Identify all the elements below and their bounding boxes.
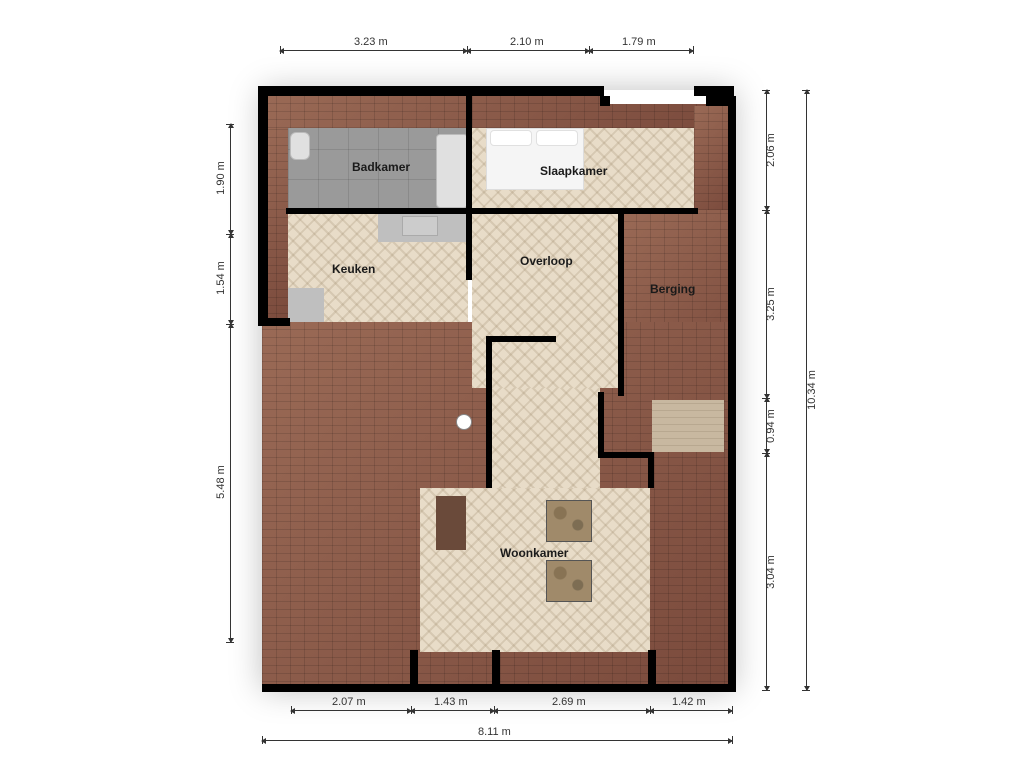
dim-top-1: [280, 50, 467, 51]
label-slaapkamer: Slaapkamer: [540, 164, 607, 178]
floorplan-canvas: Badkamer Slaapkamer Keuken Overloop Berg…: [0, 0, 1024, 768]
dim-bot-1: [291, 710, 411, 711]
tick-l-b: [226, 234, 234, 235]
dimlabel-top-1: 3.23 m: [354, 36, 388, 48]
tick-r-d: [762, 453, 770, 454]
tick-r-c: [762, 398, 770, 399]
kitchen-sink: [402, 216, 438, 236]
wall-bad-slaap: [466, 96, 472, 214]
tick-bot-a: [291, 706, 292, 714]
dimlabel-right-4: 3.04 m: [765, 555, 777, 589]
label-berging: Berging: [650, 282, 695, 296]
dimlabel-bot-3: 2.69 m: [552, 696, 586, 708]
dim-bot-4: [650, 710, 732, 711]
tick-l-a: [226, 124, 234, 125]
tick-top-a: [280, 46, 281, 54]
dimlabel-right-2: 3.25 m: [765, 287, 777, 321]
wall-woon-top-r: [598, 452, 654, 458]
wall-top: [262, 86, 604, 96]
dimlabel-top-2: 2.10 m: [510, 36, 544, 48]
label-keuken: Keuken: [332, 262, 375, 276]
dimlabel-right-1: 2.06 m: [765, 133, 777, 167]
pillow-right: [536, 130, 578, 146]
tick-top-b: [467, 46, 468, 54]
pillow-left: [490, 130, 532, 146]
wall-bot-seg2: [492, 650, 500, 690]
wall-top-bed-r: [600, 96, 610, 106]
dim-bot-2: [411, 710, 494, 711]
tick-bot-c: [494, 706, 495, 714]
dimlabel-left-2: 1.54 m: [215, 261, 227, 295]
dimlabel-left-1: 1.90 m: [215, 161, 227, 195]
dim-bot-outer: [262, 740, 732, 741]
wall-corridor-right: [598, 392, 604, 452]
bathtub: [436, 134, 468, 208]
wall-corridor-left-top: [486, 336, 492, 392]
floor-corridor: [490, 388, 600, 488]
tick-r-b: [762, 210, 770, 211]
tick-bot-b: [411, 706, 412, 714]
label-badkamer: Badkamer: [352, 160, 410, 174]
wall-keuken-r: [466, 214, 472, 280]
floor-overloop: [472, 210, 620, 388]
wall-left: [258, 86, 268, 326]
dimlabel-left-3: 5.48 m: [215, 465, 227, 499]
wall-bad-bottom: [286, 208, 470, 214]
dimlabel-right-3: 0.94 m: [765, 409, 777, 443]
wall-left-step: [258, 318, 290, 326]
stairs: [652, 400, 724, 452]
label-overloop: Overloop: [520, 254, 573, 268]
wall-overloop-r: [618, 210, 624, 396]
armchair-2: [546, 560, 592, 602]
dimlabel-bot-1: 2.07 m: [332, 696, 366, 708]
wall-corridor-top: [486, 336, 556, 342]
woonkamer-cabinet: [436, 496, 466, 550]
dim-left-2: [230, 234, 231, 324]
wall-bot-seg3: [648, 650, 656, 690]
wall-right: [728, 96, 736, 690]
wall-slaap-bottom: [472, 208, 698, 214]
tick-l-d: [226, 642, 234, 643]
tick-l-c: [226, 324, 234, 325]
tick-r-e: [762, 690, 770, 691]
dimlabel-bot-4: 1.42 m: [672, 696, 706, 708]
dimlabel-right-outer: 10.34 m: [806, 370, 818, 410]
label-woonkamer: Woonkamer: [500, 546, 568, 560]
tick-bo-a: [262, 736, 263, 744]
tick-bot-e: [732, 706, 733, 714]
tick-bo-b: [732, 736, 733, 744]
dim-left-1: [230, 124, 231, 234]
wall-top-right: [694, 86, 734, 96]
dim-top-2: [467, 50, 589, 51]
kitchen-block: [288, 288, 324, 322]
tick-top-d: [693, 46, 694, 54]
dim-bot-3: [494, 710, 650, 711]
door-marker: [456, 414, 472, 430]
dim-left-3: [230, 324, 231, 642]
tick-r-a: [762, 90, 770, 91]
dimlabel-bot-outer: 8.11 m: [478, 726, 511, 738]
toilet: [290, 132, 310, 160]
dimlabel-bot-2: 1.43 m: [434, 696, 468, 708]
wall-corridor-left: [486, 392, 492, 488]
tick-ro-a: [802, 90, 810, 91]
tick-bot-d: [650, 706, 651, 714]
wall-bot-seg1: [410, 650, 418, 690]
armchair-1: [546, 500, 592, 542]
dimlabel-top-3: 1.79 m: [622, 36, 656, 48]
tick-top-c: [589, 46, 590, 54]
dim-top-3: [589, 50, 693, 51]
tick-ro-b: [802, 690, 810, 691]
